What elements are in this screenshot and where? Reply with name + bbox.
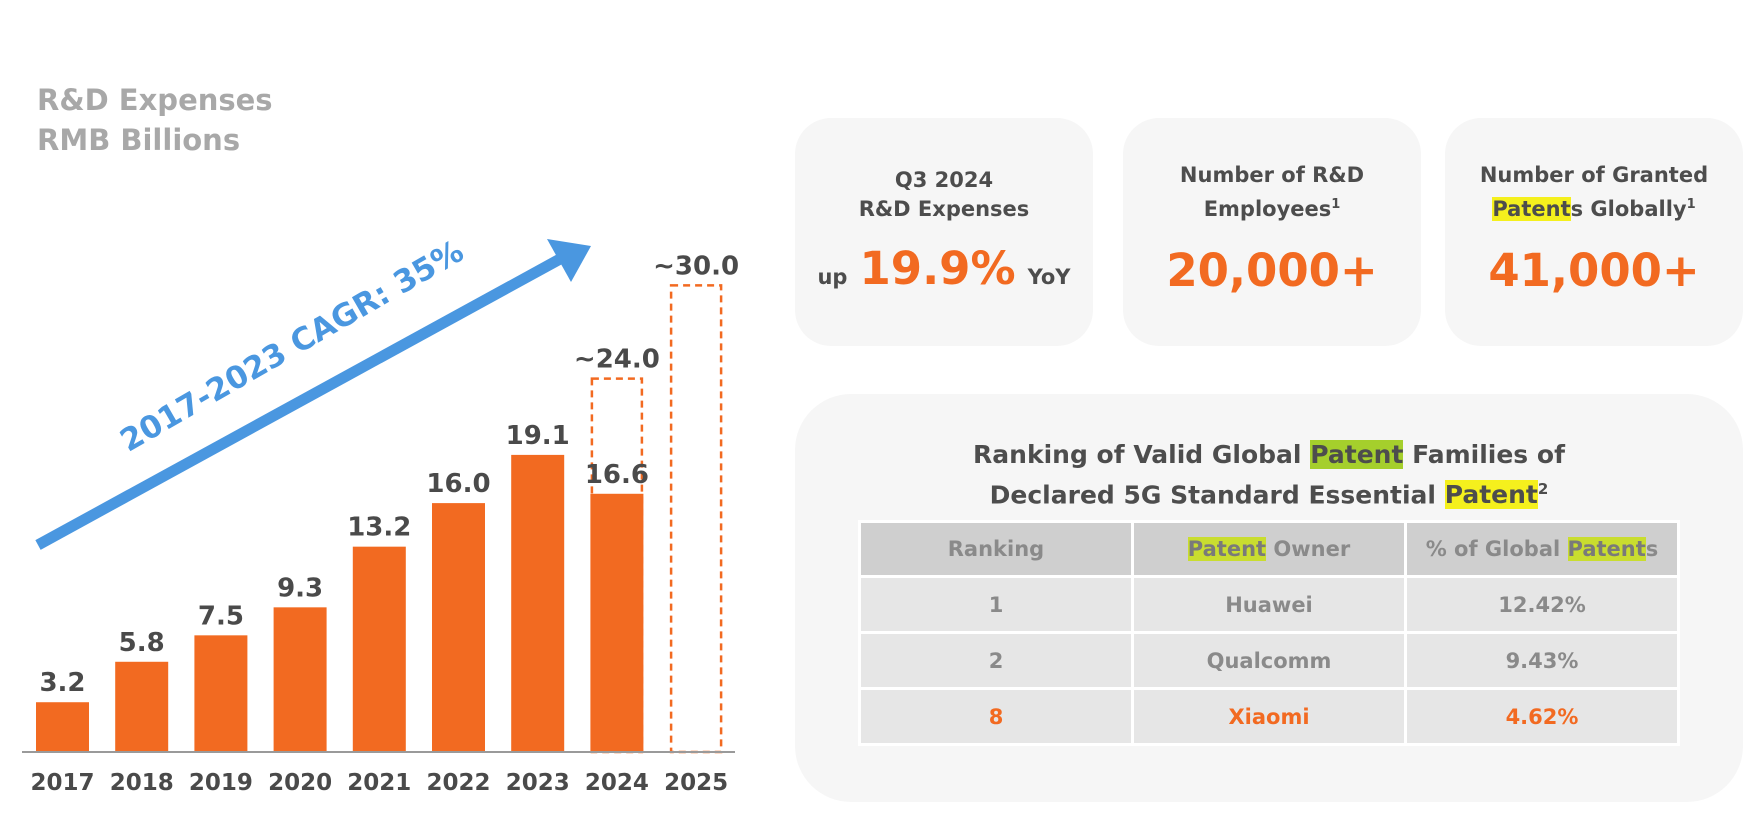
- bar-2019: [194, 635, 248, 752]
- rank-cell: 1: [858, 575, 1134, 634]
- kpi-suffix: YoY: [1027, 265, 1071, 289]
- kpi-label-line1: Q3 2024: [894, 168, 994, 192]
- ranking-title-line2: Declared 5G Standard Essential Patent2: [795, 472, 1743, 512]
- patent-ranking-card: Ranking of Valid Global Patent Families …: [795, 394, 1743, 802]
- header-text: Owner: [1266, 537, 1351, 561]
- table-row-xiaomi: 8 Xiaomi 4.62%: [858, 687, 1680, 746]
- bar-2020: [273, 607, 327, 752]
- cagr-arrow-head: [547, 239, 591, 282]
- title-text: Ranking of Valid Global: [973, 440, 1311, 469]
- chart-title: R&D Expenses RMB Billions: [37, 80, 273, 160]
- bar-2022: [432, 503, 485, 752]
- footnote-marker: 2: [1537, 480, 1549, 498]
- kpi-value: 19.9%: [859, 242, 1016, 295]
- kpi-card-granted-patents: Number of Granted Patents Globally1 41,0…: [1445, 118, 1743, 346]
- bar-2021: [352, 546, 406, 752]
- x-tick-2019: 2019: [189, 770, 253, 796]
- chart-title-line2: RMB Billions: [37, 123, 241, 157]
- kpi-prefix: up: [817, 265, 848, 289]
- data-label-2021: 13.2: [347, 513, 411, 543]
- kpi-label-line1: Number of Granted: [1479, 163, 1709, 187]
- highlighted-word: Patent: [1310, 440, 1404, 469]
- kpi-value-row: up 19.9% YoY: [795, 242, 1093, 295]
- kpi-card-rd-growth: Q3 2024 R&D Expenses up 19.9% YoY: [795, 118, 1093, 346]
- ranking-title-line1: Ranking of Valid Global Patent Families …: [795, 438, 1743, 472]
- ranking-title: Ranking of Valid Global Patent Families …: [795, 438, 1743, 512]
- kpi-label-line1: Number of R&D: [1179, 163, 1365, 187]
- title-text: Declared 5G Standard Essential: [989, 480, 1445, 510]
- kpi-value: 20,000+: [1166, 244, 1378, 297]
- rd-expenses-bar-chart: ~24.0 ~30.0 3.2 2017 5.8 2018 7.5 2019 9.3 2020 13…: [22, 233, 739, 796]
- table-row: 1 Huawei 12.42%: [858, 575, 1680, 634]
- estimate-label-2025: ~30.0: [653, 251, 739, 281]
- data-label-2018: 5.8: [119, 628, 165, 658]
- data-label-2020: 9.3: [277, 573, 323, 603]
- kpi-label-line2: R&D Expenses: [858, 197, 1030, 221]
- kpi-label-line2: Patents Globally1: [1445, 190, 1743, 224]
- x-tick-2018: 2018: [110, 770, 174, 796]
- kpi-label-text: s Globally: [1570, 197, 1687, 221]
- header-ranking: Ranking: [858, 520, 1134, 578]
- table-header-row: Ranking Patent Owner % of Global Patents: [858, 520, 1680, 578]
- cagr-annotation: 2017-2023 CAGR: 35%: [114, 233, 469, 459]
- x-tick-2020: 2020: [268, 770, 332, 796]
- share-cell: 4.62%: [1404, 687, 1680, 746]
- header-patent-owner: Patent Owner: [1131, 520, 1407, 578]
- x-tick-2023: 2023: [506, 770, 570, 796]
- kpi-card-rd-employees: Number of R&D Employees1 20,000+: [1123, 118, 1421, 346]
- title-text: Families of: [1403, 440, 1565, 469]
- bar-2017: [36, 702, 89, 752]
- data-label-2019: 7.5: [198, 601, 244, 631]
- kpi-label-line2: Employees1: [1123, 190, 1421, 224]
- kpi-value: 41,000+: [1488, 244, 1700, 297]
- ranking-table: Ranking Patent Owner % of Global Patents…: [858, 520, 1680, 746]
- highlighted-word: Patent: [1567, 537, 1646, 561]
- data-label-2024: 16.6: [585, 460, 649, 490]
- data-label-2023: 19.1: [506, 421, 570, 451]
- x-tick-2017: 2017: [30, 770, 94, 796]
- kpi-label: Q3 2024 R&D Expenses: [795, 166, 1093, 224]
- rank-cell: 2: [858, 631, 1134, 690]
- table-row: 2 Qualcomm 9.43%: [858, 631, 1680, 690]
- header-text: s: [1645, 537, 1659, 561]
- kpi-label-text: Employees: [1203, 197, 1332, 221]
- x-tick-2021: 2021: [347, 770, 411, 796]
- share-cell: 12.42%: [1404, 575, 1680, 634]
- x-tick-2022: 2022: [426, 770, 490, 796]
- x-tick-2025: 2025: [664, 770, 728, 796]
- owner-cell: Xiaomi: [1131, 687, 1407, 746]
- rank-cell: 8: [858, 687, 1134, 746]
- chart-title-line1: R&D Expenses: [37, 83, 273, 117]
- kpi-label: Number of R&D Employees1: [1123, 161, 1421, 224]
- x-tick-2024: 2024: [585, 770, 649, 796]
- data-label-2017: 3.2: [39, 668, 85, 698]
- cagr-arrow-shaft: [35, 254, 563, 550]
- estimate-label-2024: ~24.0: [574, 345, 660, 375]
- footnote-marker: 1: [1331, 197, 1341, 212]
- highlighted-word: Patent: [1187, 537, 1267, 561]
- footnote-marker: 1: [1686, 197, 1696, 212]
- bar-2018: [115, 661, 169, 752]
- bar-2023: [511, 454, 565, 752]
- highlighted-word: Patent: [1492, 197, 1571, 221]
- header-text: % of Global: [1425, 537, 1568, 561]
- bar-2024: [590, 493, 644, 752]
- data-label-2022: 16.0: [426, 469, 490, 499]
- highlighted-word: Patent: [1444, 480, 1538, 510]
- owner-cell: Huawei: [1131, 575, 1407, 634]
- kpi-label: Number of Granted Patents Globally1: [1445, 161, 1743, 224]
- owner-cell: Qualcomm: [1131, 631, 1407, 690]
- share-cell: 9.43%: [1404, 631, 1680, 690]
- estimate-bar-2025: [669, 284, 723, 754]
- header-global-share: % of Global Patents: [1404, 520, 1680, 578]
